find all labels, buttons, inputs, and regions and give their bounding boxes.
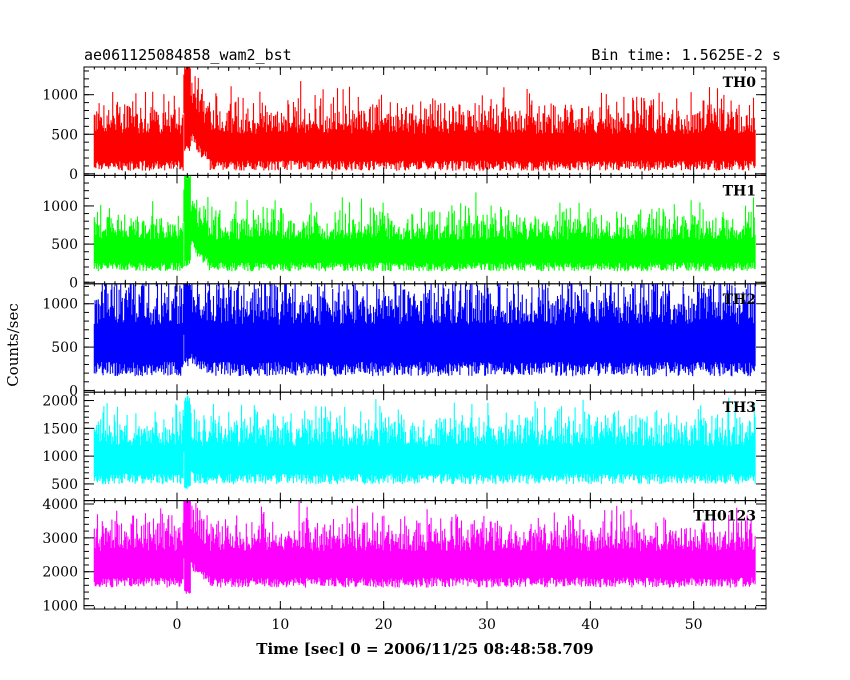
y-tick-label: 0 bbox=[69, 167, 78, 183]
y-tick-label: 500 bbox=[51, 477, 78, 493]
y-tick-label: 3000 bbox=[42, 531, 78, 547]
series-th2 bbox=[93, 283, 756, 377]
y-tick-label: 1000 bbox=[42, 88, 78, 104]
x-tick-label: 0 bbox=[173, 617, 182, 633]
y-tick-label: 500 bbox=[51, 340, 78, 356]
y-tick-label: 0 bbox=[69, 275, 78, 291]
bin-time-label: Bin time: 1.5625E-2 s bbox=[591, 46, 781, 64]
y-tick-label: 500 bbox=[51, 127, 78, 143]
y-tick-label: 1000 bbox=[42, 297, 78, 313]
panel-label-th0123: TH0123 bbox=[693, 509, 756, 525]
y-tick-label: 1500 bbox=[42, 421, 78, 437]
y-tick-label: 1000 bbox=[42, 599, 78, 615]
x-tick-label: 50 bbox=[685, 617, 703, 633]
y-tick-label: 2000 bbox=[42, 394, 78, 410]
series-th1 bbox=[93, 175, 756, 272]
x-tick-label: 20 bbox=[375, 617, 393, 633]
x-tick-label: 40 bbox=[581, 617, 599, 633]
y-axis-label: Counts/sec bbox=[4, 303, 22, 387]
chart-title: ae061125084858_wam2_bst bbox=[84, 46, 292, 64]
y-tick-label: 1000 bbox=[42, 199, 78, 215]
panel-label-th0: TH0 bbox=[723, 75, 757, 91]
series-th3 bbox=[93, 395, 756, 490]
x-tick-label: 30 bbox=[478, 617, 496, 633]
y-tick-label: 1000 bbox=[42, 449, 78, 465]
series-th0123 bbox=[93, 500, 756, 594]
series-th0 bbox=[93, 67, 756, 171]
panel-label-th3: TH3 bbox=[723, 400, 756, 416]
x-axis-label: Time [sec] 0 = 2006/11/25 08:48:58.709 bbox=[256, 640, 593, 658]
x-tick-label: 10 bbox=[271, 617, 289, 633]
y-tick-label: 2000 bbox=[42, 565, 78, 581]
y-tick-label: 0 bbox=[69, 383, 78, 399]
panel-label-th1: TH1 bbox=[723, 183, 756, 199]
y-tick-label: 500 bbox=[51, 237, 78, 253]
panel-label-th2: TH2 bbox=[723, 292, 756, 308]
y-tick-label: 4000 bbox=[42, 497, 78, 513]
